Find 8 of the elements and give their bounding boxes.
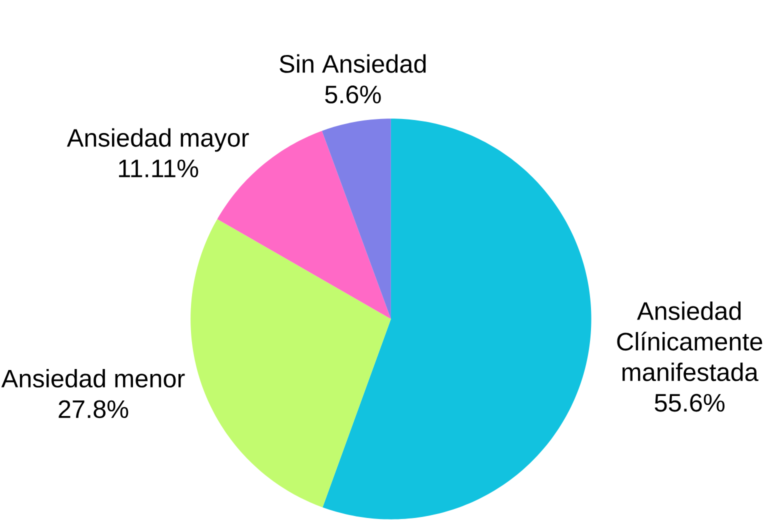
- slice-label: Ansiedad Clínicamente manifestada: [617, 301, 762, 381]
- data-label: 27.8%: [58, 400, 128, 418]
- data-label: 5.6%: [325, 85, 381, 104]
- slice-label: Sin Ansiedad: [280, 54, 426, 73]
- data-label: 11.11%: [119, 159, 198, 178]
- slice-label: Ansiedad mayor: [66, 128, 249, 152]
- slice-label: Ansiedad menor: [1, 368, 185, 388]
- data-label: 55.6%: [654, 394, 724, 412]
